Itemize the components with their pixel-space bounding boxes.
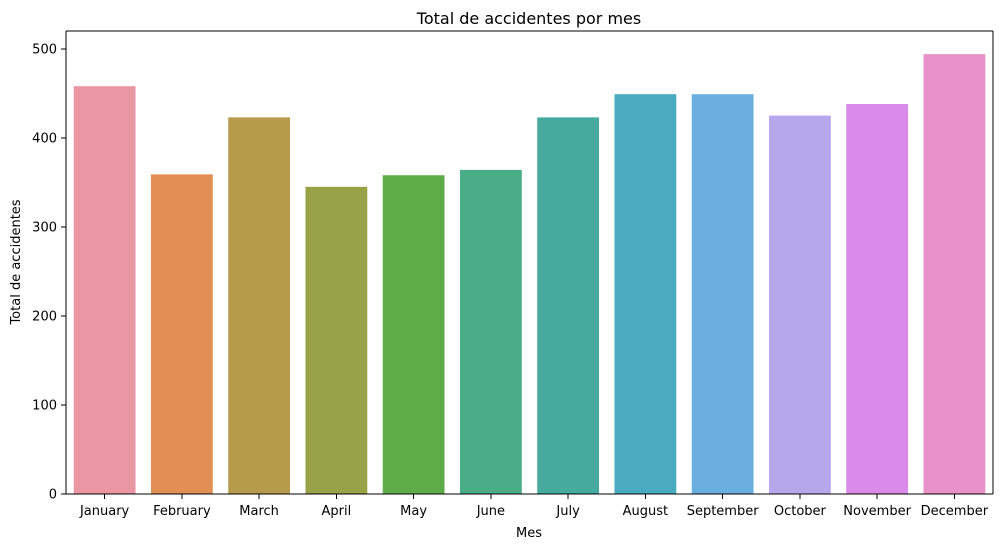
y-tick-label: 200 (32, 309, 57, 324)
bar-june (459, 169, 522, 494)
bar-may (382, 175, 445, 495)
x-axis-ticks: January February March April May June July Augu… (79, 494, 989, 519)
x-tick-label: May (400, 504, 427, 519)
y-tick-label: 300 (32, 220, 57, 235)
bars-group (73, 54, 986, 495)
bar-march (228, 117, 291, 495)
bar-january (73, 86, 136, 494)
bar-november (846, 104, 909, 494)
x-tick-label: August (623, 504, 669, 519)
x-tick-label: July (555, 504, 580, 519)
x-tick-label: March (239, 504, 279, 519)
bar-december (923, 54, 986, 495)
y-tick-label: 100 (32, 398, 57, 413)
x-tick-label: June (476, 504, 505, 519)
x-tick-label: February (153, 504, 211, 519)
x-tick-label: November (843, 504, 911, 519)
bar-july (537, 117, 600, 495)
y-tick-label: 500 (32, 42, 57, 57)
bar-september (691, 94, 754, 494)
y-tick-label: 0 (49, 488, 57, 503)
bar-october (768, 115, 831, 494)
x-axis-label: Mes (516, 526, 542, 541)
x-tick-label: April (322, 504, 352, 519)
x-tick-label: January (79, 504, 130, 519)
y-axis-ticks: 0 100 200 300 400 500 (32, 42, 66, 503)
bar-april (305, 186, 368, 494)
x-tick-label: December (921, 504, 989, 519)
bar-february (150, 174, 213, 494)
y-tick-label: 400 (32, 131, 57, 146)
x-tick-label: September (687, 504, 760, 519)
y-axis-label: Total de accidentes (9, 199, 24, 325)
bar-august (614, 94, 677, 494)
chart-title: Total de accidentes por mes (416, 9, 641, 28)
x-tick-label: October (774, 504, 827, 519)
